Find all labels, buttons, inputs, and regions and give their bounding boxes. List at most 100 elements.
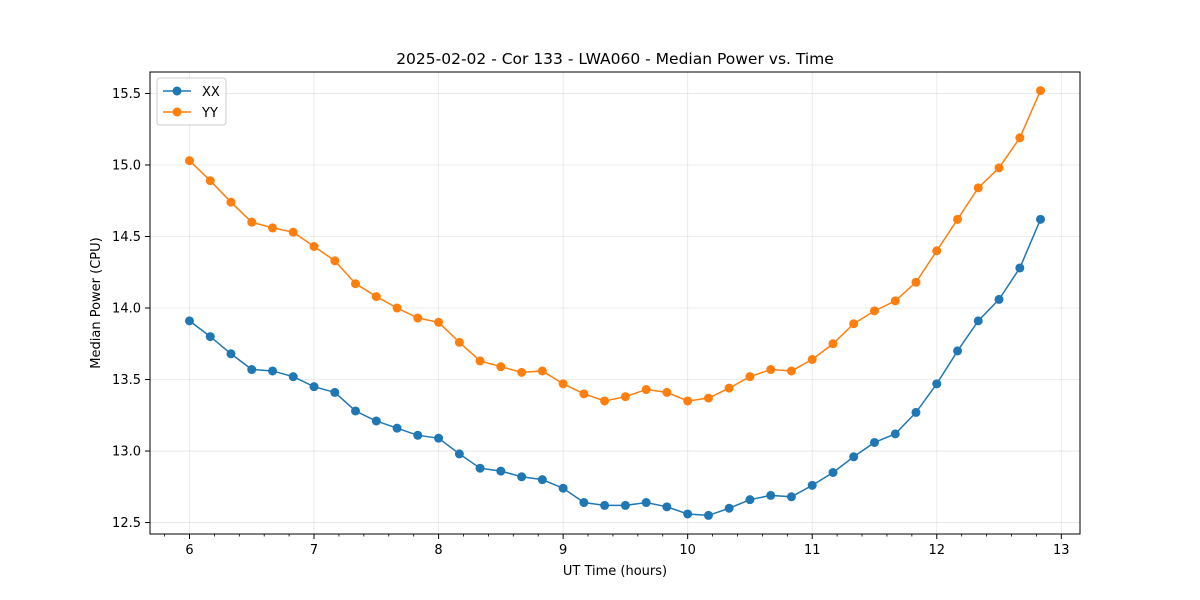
legend: XX YY	[156, 77, 227, 126]
data-point-xx	[351, 406, 361, 416]
data-point-yy	[994, 163, 1004, 173]
x-tick-label: 8	[434, 543, 442, 558]
y-tick-label: 15.0	[112, 158, 141, 173]
data-point-xx	[330, 387, 340, 397]
data-point-yy	[537, 366, 547, 376]
data-point-yy	[205, 176, 215, 186]
x-tick-label: 6	[185, 543, 193, 558]
data-point-yy	[558, 379, 568, 389]
data-point-xx	[475, 463, 485, 473]
data-point-yy	[703, 393, 713, 403]
data-point-yy	[268, 223, 278, 233]
data-point-yy	[683, 396, 693, 406]
y-tick-label: 13.5	[112, 373, 141, 388]
data-point-yy	[475, 356, 485, 366]
x-tick-label: 10	[679, 543, 696, 558]
data-point-yy	[247, 217, 257, 227]
data-point-xx	[869, 437, 879, 447]
data-point-yy	[828, 339, 838, 349]
data-point-yy	[309, 242, 319, 252]
x-tick-label: 13	[1053, 543, 1070, 558]
data-point-xx	[537, 475, 547, 485]
data-point-yy	[620, 392, 630, 402]
data-point-xx	[247, 365, 257, 375]
data-point-yy	[392, 303, 402, 313]
data-point-yy	[849, 319, 859, 329]
data-point-xx	[1036, 214, 1046, 224]
data-point-yy	[807, 354, 817, 364]
data-point-xx	[413, 430, 423, 440]
y-tick-label: 13.0	[112, 445, 141, 460]
x-tick-label: 9	[559, 543, 567, 558]
data-point-xx	[392, 423, 402, 433]
data-point-yy	[953, 214, 963, 224]
data-point-yy	[745, 372, 755, 382]
data-point-xx	[288, 372, 298, 382]
x-tick-label: 11	[804, 543, 821, 558]
data-point-xx	[849, 452, 859, 462]
data-point-yy	[766, 365, 776, 375]
data-point-yy	[371, 292, 381, 302]
data-point-xx	[724, 503, 734, 513]
y-tick-label: 14.0	[112, 302, 141, 317]
legend-marker-xx	[172, 86, 182, 96]
data-point-yy	[330, 256, 340, 266]
data-point-xx	[268, 366, 278, 376]
y-tick-label: 14.5	[112, 230, 141, 245]
data-point-yy	[973, 183, 983, 193]
data-point-xx	[454, 449, 464, 459]
data-point-xx	[1015, 263, 1025, 273]
data-point-yy	[579, 389, 589, 399]
data-point-xx	[828, 467, 838, 477]
data-point-xx	[496, 466, 506, 476]
series-layer	[184, 86, 1046, 520]
legend-label-xx: XX	[202, 85, 220, 100]
data-point-yy	[932, 246, 942, 256]
data-point-yy	[786, 366, 796, 376]
data-point-yy	[600, 396, 610, 406]
data-point-xx	[600, 500, 610, 510]
data-point-xx	[766, 490, 776, 500]
data-point-yy	[724, 383, 734, 393]
data-point-xx	[558, 483, 568, 493]
data-point-yy	[641, 385, 651, 395]
x-axis-label: UT Time (hours)	[563, 564, 667, 579]
data-point-yy	[288, 227, 298, 237]
plot-frame	[149, 71, 1081, 535]
legend-marker-yy	[172, 107, 182, 117]
data-point-xx	[807, 480, 817, 490]
data-point-xx	[620, 500, 630, 510]
chart-title: 2025-02-02 - Cor 133 - LWA060 - Median P…	[396, 50, 834, 68]
y-tick-label: 15.5	[112, 87, 141, 102]
data-point-xx	[226, 349, 236, 359]
data-point-yy	[496, 362, 506, 372]
data-point-yy	[890, 296, 900, 306]
data-point-yy	[413, 313, 423, 323]
data-point-xx	[184, 316, 194, 326]
data-point-yy	[184, 156, 194, 166]
y-axis-label: Median Power (CPU)	[89, 237, 104, 368]
data-point-yy	[662, 387, 672, 397]
data-point-xx	[641, 498, 651, 508]
data-point-xx	[745, 495, 755, 505]
series-yy	[184, 86, 1046, 406]
axes: 6 7 8 9 10 11 12 13 12.5 13.0 13.5 14.0 14.5 15.0 15.5	[112, 87, 1070, 558]
data-point-xx	[517, 472, 527, 482]
data-point-xx	[890, 429, 900, 439]
data-point-xx	[579, 498, 589, 508]
data-point-yy	[911, 277, 921, 287]
data-point-xx	[703, 510, 713, 520]
data-point-xx	[662, 502, 672, 512]
series-xx	[184, 214, 1046, 520]
data-point-yy	[1036, 86, 1046, 96]
data-point-xx	[205, 332, 215, 342]
data-point-xx	[434, 433, 444, 443]
data-point-xx	[683, 509, 693, 519]
data-point-xx	[786, 492, 796, 502]
x-tick-label: 7	[310, 543, 318, 558]
data-point-yy	[351, 279, 361, 289]
data-point-xx	[371, 416, 381, 426]
y-tick-label: 12.5	[112, 516, 141, 531]
data-point-xx	[932, 379, 942, 389]
